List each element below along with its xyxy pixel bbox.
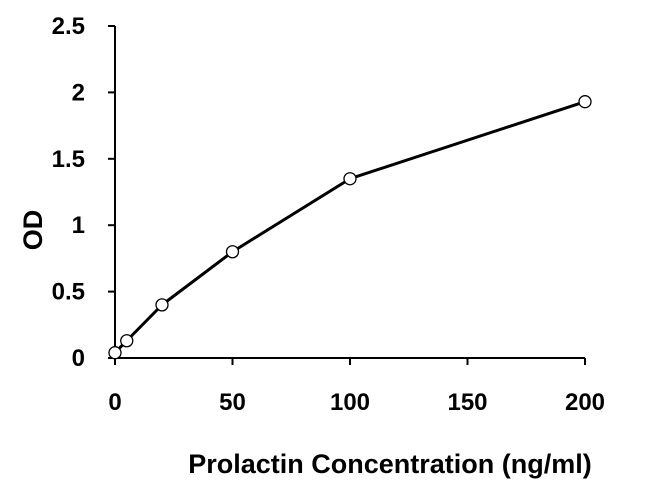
y-tick-label: 0 xyxy=(72,345,85,372)
axes xyxy=(114,26,585,359)
x-tick-label: 150 xyxy=(447,389,487,416)
data-point xyxy=(155,298,169,312)
x-tick-label: 0 xyxy=(108,389,121,416)
y-tick-label: 2 xyxy=(72,79,85,106)
x-tick-label: 100 xyxy=(330,389,370,416)
y-axis-title: OD xyxy=(18,210,48,251)
x-tick-label: 50 xyxy=(219,389,246,416)
data-point xyxy=(343,172,357,186)
x-ticks: 0 50 100 150 200 xyxy=(108,358,605,416)
data-point xyxy=(120,334,134,348)
y-tick-label: 1 xyxy=(72,212,85,239)
x-tick-label: 200 xyxy=(565,389,605,416)
data-point xyxy=(225,245,240,259)
series-layer xyxy=(108,95,592,360)
y-tick-label: 1.5 xyxy=(52,146,85,173)
data-point xyxy=(578,95,592,109)
data-point xyxy=(108,346,122,360)
series-line xyxy=(113,100,586,354)
y-tick-label: 2.5 xyxy=(52,13,85,40)
x-axis-title: Prolactin Concentration (ng/ml) xyxy=(188,449,592,479)
y-ticks: 0 0.5 1 1.5 2 2.5 xyxy=(52,13,115,372)
y-tick-label: 0.5 xyxy=(52,279,85,306)
